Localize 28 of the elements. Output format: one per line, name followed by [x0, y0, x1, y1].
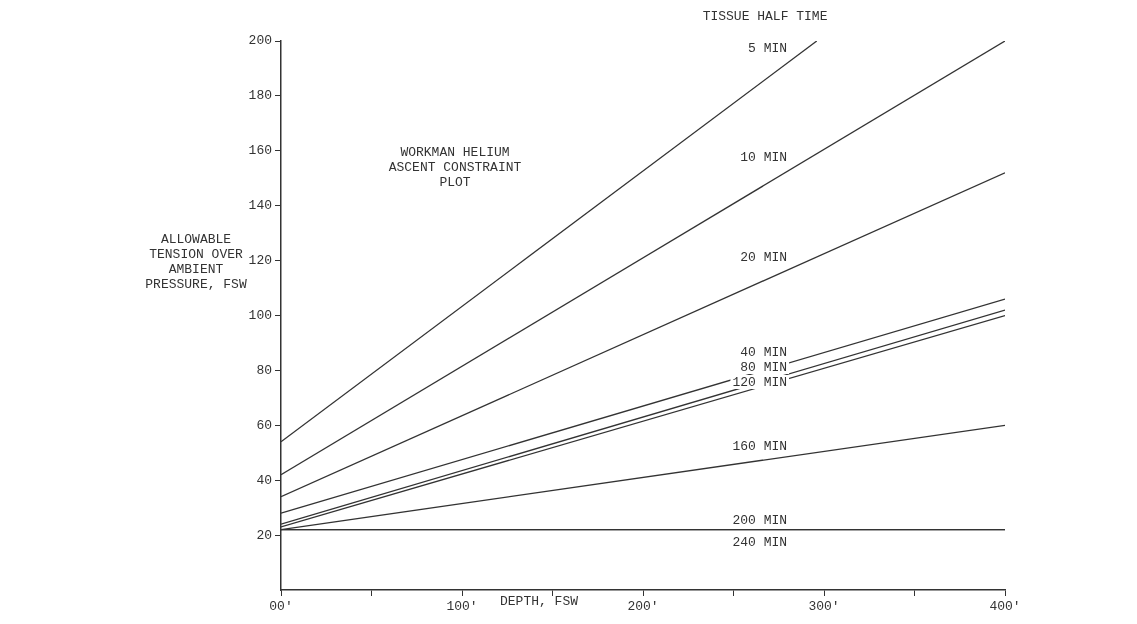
y-tick-label: 20: [256, 527, 272, 543]
x-tick-label: 00': [269, 599, 293, 615]
series-label: 5 MIN: [748, 40, 788, 56]
y-tick-label: 100: [248, 307, 272, 323]
y-tick-label: 40: [256, 472, 272, 488]
series-label: 120 MIN: [732, 374, 788, 390]
y-tick-label: 120: [248, 253, 272, 269]
series-label: 80 MIN: [740, 359, 788, 375]
series-label: 200 MIN: [732, 513, 788, 529]
x-tick-label: 200': [627, 599, 659, 615]
y-axis-title: ALLOWABLE TENSION OVER AMBIENT PRESSURE, FSW: [145, 232, 247, 292]
series-label: 10 MIN: [740, 150, 788, 166]
series-label: 240 MIN: [732, 535, 788, 551]
y-tick-label: 60: [256, 417, 272, 433]
x-tick-label: 100': [446, 599, 478, 615]
series-label: 40 MIN: [740, 344, 788, 360]
x-tick-label: 300': [808, 599, 840, 615]
series-label: 160 MIN: [732, 438, 788, 454]
y-tick-label: 160: [248, 143, 272, 159]
text: WORKMAN HELIUM ASCENT CONSTRAINT PLOT: [387, 145, 523, 190]
y-tick-label: 180: [248, 88, 272, 104]
y-tick-label: 80: [256, 362, 272, 378]
legend-title: TISSUE HALF TIME: [702, 9, 828, 25]
y-tick-label: 140: [248, 198, 272, 214]
y-tick-label: 200: [248, 33, 272, 49]
series-label: 20 MIN: [740, 250, 788, 266]
x-axis-title: DEPTH, FSW: [500, 594, 579, 609]
x-tick-label: 400': [989, 599, 1021, 615]
